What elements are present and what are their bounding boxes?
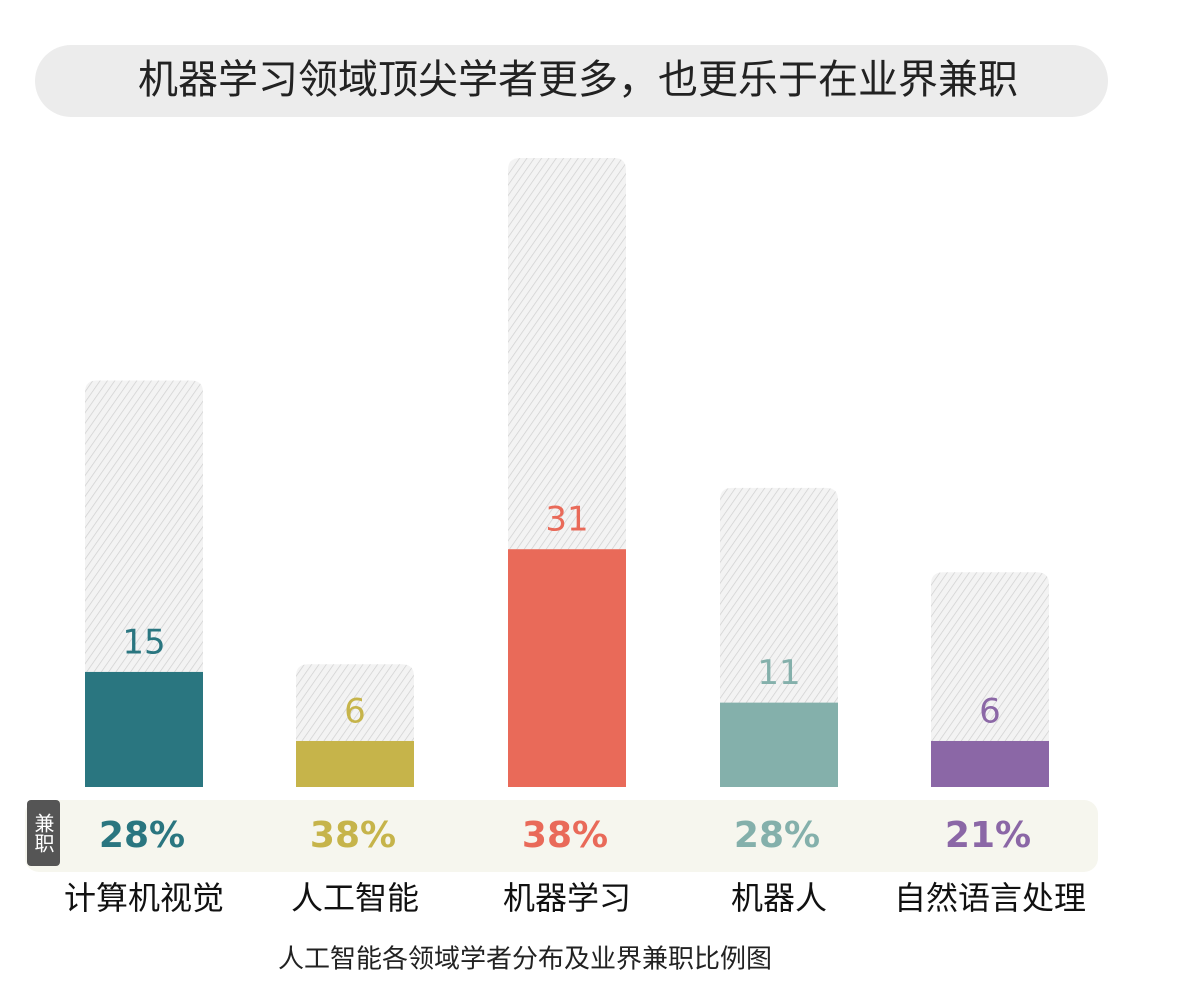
title-pill xyxy=(35,45,1108,117)
category-label: 机器人 xyxy=(731,879,827,917)
value-label: 11 xyxy=(757,653,800,693)
value-label: 31 xyxy=(545,500,588,540)
category-label: 人工智能 xyxy=(291,879,419,917)
category-label: 计算机视觉 xyxy=(64,879,224,917)
share-value: 38% xyxy=(522,815,608,856)
share-value: 28% xyxy=(734,815,820,856)
bar xyxy=(720,702,838,787)
share-value: 38% xyxy=(310,815,396,856)
share-value: 28% xyxy=(99,815,185,856)
category-label: 自然语言处理 xyxy=(894,879,1086,917)
total-bar xyxy=(931,572,1049,787)
bar xyxy=(508,549,626,787)
value-label: 6 xyxy=(344,691,366,731)
share-value: 21% xyxy=(945,815,1031,856)
share-label: 兼职 xyxy=(31,813,55,853)
bar xyxy=(296,740,414,787)
share-tag xyxy=(27,800,60,866)
caption: 人工智能各领域学者分布及业界兼职比例图 xyxy=(278,945,772,975)
category-label: 机器学习 xyxy=(503,879,631,917)
value-label: 6 xyxy=(979,691,1001,731)
share-strip xyxy=(25,800,1098,872)
chart-title: 机器学习领域顶尖学者更多，也更乐于在业界兼职 xyxy=(138,57,1018,103)
value-label: 15 xyxy=(122,622,165,662)
bar xyxy=(85,671,203,787)
bar xyxy=(931,740,1049,787)
